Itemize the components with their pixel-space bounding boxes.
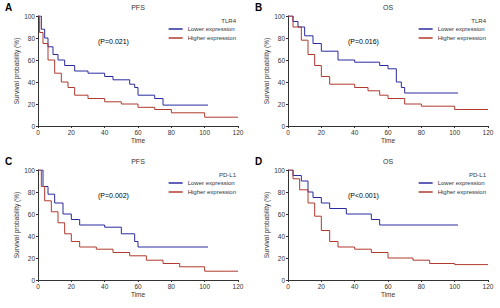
svg-text:60: 60	[134, 283, 142, 290]
svg-text:D: D	[255, 156, 262, 167]
svg-text:PFS: PFS	[131, 4, 145, 11]
svg-text:PFS: PFS	[131, 158, 145, 165]
svg-text:80: 80	[278, 35, 286, 42]
svg-text:OS: OS	[383, 158, 393, 165]
svg-text:(P<0.001): (P<0.001)	[348, 192, 379, 200]
svg-text:PD-L1: PD-L1	[469, 172, 487, 178]
svg-text:B: B	[255, 2, 262, 13]
svg-text:Time: Time	[381, 137, 396, 144]
svg-text:0: 0	[31, 123, 35, 130]
svg-text:100: 100	[199, 129, 210, 136]
svg-text:80: 80	[28, 189, 36, 196]
svg-text:120: 120	[233, 129, 244, 136]
svg-text:60: 60	[28, 211, 36, 218]
svg-text:40: 40	[28, 233, 36, 240]
svg-text:OS: OS	[383, 4, 393, 11]
svg-text:80: 80	[418, 283, 426, 290]
svg-text:40: 40	[278, 233, 286, 240]
svg-text:20: 20	[318, 129, 326, 136]
svg-text:Time: Time	[131, 291, 146, 298]
svg-text:Time: Time	[381, 291, 396, 298]
svg-text:(P=0.002): (P=0.002)	[98, 192, 129, 200]
svg-text:0: 0	[31, 277, 35, 284]
svg-text:80: 80	[168, 129, 176, 136]
svg-text:Higher expression: Higher expression	[188, 189, 236, 195]
svg-text:60: 60	[384, 283, 392, 290]
svg-text:100: 100	[274, 167, 285, 174]
svg-text:100: 100	[274, 13, 285, 20]
svg-text:(P=0.021): (P=0.021)	[98, 38, 129, 46]
svg-text:Lower expression: Lower expression	[438, 26, 485, 32]
svg-text:40: 40	[28, 79, 36, 86]
svg-text:0: 0	[36, 283, 40, 290]
svg-text:0: 0	[281, 123, 285, 130]
svg-text:40: 40	[101, 129, 109, 136]
svg-text:80: 80	[278, 189, 286, 196]
svg-text:60: 60	[278, 57, 286, 64]
svg-text:100: 100	[24, 13, 35, 20]
svg-text:20: 20	[278, 101, 286, 108]
svg-text:Lower expression: Lower expression	[188, 26, 235, 32]
svg-text:Higher expression: Higher expression	[438, 35, 486, 41]
svg-text:40: 40	[101, 283, 109, 290]
svg-text:100: 100	[449, 129, 460, 136]
svg-text:60: 60	[134, 129, 142, 136]
svg-text:100: 100	[449, 283, 460, 290]
svg-text:80: 80	[168, 283, 176, 290]
svg-text:A: A	[5, 2, 12, 13]
svg-text:60: 60	[28, 57, 36, 64]
svg-text:Higher expression: Higher expression	[438, 189, 486, 195]
svg-text:PD-L1: PD-L1	[219, 172, 237, 178]
svg-text:TLR4: TLR4	[221, 18, 236, 24]
svg-text:0: 0	[281, 277, 285, 284]
svg-text:Time: Time	[131, 137, 146, 144]
svg-text:Survival probability (%): Survival probability (%)	[263, 38, 271, 104]
svg-text:Higher expression: Higher expression	[188, 35, 236, 41]
svg-text:120: 120	[233, 283, 244, 290]
svg-text:100: 100	[24, 167, 35, 174]
svg-text:80: 80	[418, 129, 426, 136]
svg-text:20: 20	[68, 129, 76, 136]
svg-text:TLR4: TLR4	[471, 18, 486, 24]
svg-text:60: 60	[384, 129, 392, 136]
svg-text:Survival probability (%): Survival probability (%)	[13, 192, 21, 258]
svg-text:Lower expression: Lower expression	[438, 180, 485, 186]
svg-text:C: C	[5, 156, 12, 167]
svg-text:100: 100	[199, 283, 210, 290]
svg-text:0: 0	[286, 129, 290, 136]
svg-text:Lower expression: Lower expression	[188, 180, 235, 186]
svg-text:Survival probability (%): Survival probability (%)	[13, 38, 21, 104]
svg-text:120: 120	[483, 129, 494, 136]
svg-text:60: 60	[278, 211, 286, 218]
svg-text:Survival probability (%): Survival probability (%)	[263, 192, 271, 258]
svg-text:0: 0	[36, 129, 40, 136]
svg-text:40: 40	[351, 129, 359, 136]
svg-text:(P=0.016): (P=0.016)	[348, 38, 379, 46]
svg-text:20: 20	[318, 283, 326, 290]
svg-text:0: 0	[286, 283, 290, 290]
svg-text:120: 120	[483, 283, 494, 290]
svg-text:40: 40	[278, 79, 286, 86]
svg-text:40: 40	[351, 283, 359, 290]
svg-text:80: 80	[28, 35, 36, 42]
svg-text:20: 20	[28, 255, 36, 262]
svg-text:20: 20	[28, 101, 36, 108]
svg-text:20: 20	[278, 255, 286, 262]
svg-text:20: 20	[68, 283, 76, 290]
